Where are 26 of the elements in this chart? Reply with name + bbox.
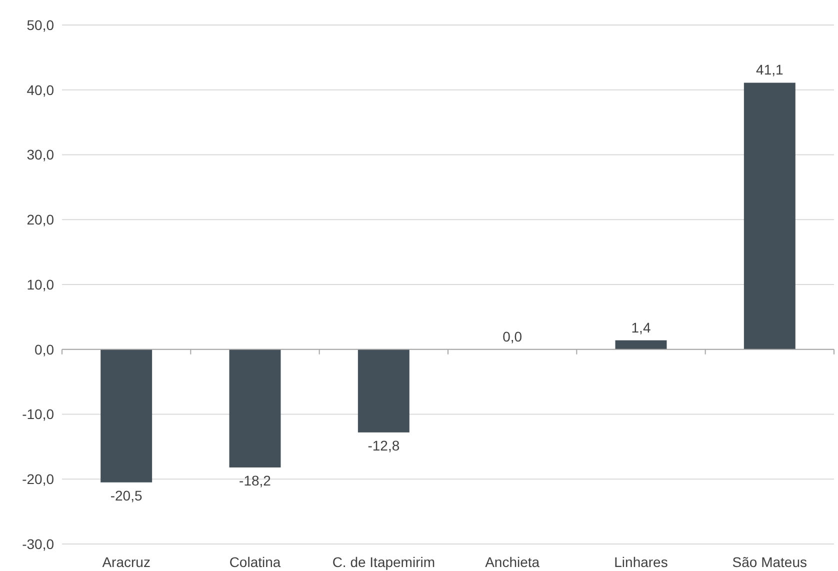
x-tick-label: Anchieta bbox=[485, 554, 540, 570]
x-tick-label: C. de Itapemirim bbox=[332, 554, 436, 570]
bar bbox=[615, 340, 667, 350]
x-tick-label: Colatina bbox=[229, 554, 281, 570]
data-label: 41,1 bbox=[756, 62, 784, 78]
data-label: -18,2 bbox=[239, 472, 272, 488]
y-tick-label: 10,0 bbox=[26, 276, 54, 292]
x-tick-label: São Mateus bbox=[732, 554, 808, 570]
data-label: -20,5 bbox=[110, 487, 142, 504]
y-tick-label: 50,0 bbox=[26, 16, 54, 33]
y-tick-label: 30,0 bbox=[26, 146, 54, 163]
bar bbox=[229, 349, 281, 468]
bar bbox=[100, 349, 152, 482]
data-label: -12,8 bbox=[368, 437, 400, 454]
y-tick-label: -30,0 bbox=[22, 536, 54, 552]
y-tick-label: -10,0 bbox=[22, 406, 54, 422]
x-tick-label: Linhares bbox=[614, 554, 668, 570]
bar bbox=[744, 82, 796, 350]
y-tick-label: 20,0 bbox=[26, 212, 54, 228]
y-tick-label: -20,0 bbox=[22, 471, 54, 488]
x-tick-label: Aracruz bbox=[102, 554, 150, 570]
y-tick-label: 40,0 bbox=[26, 82, 54, 98]
data-label: 0,0 bbox=[502, 328, 522, 344]
y-tick-label: 0,0 bbox=[34, 341, 54, 358]
data-label: 1,4 bbox=[631, 319, 651, 336]
bar bbox=[358, 349, 410, 432]
